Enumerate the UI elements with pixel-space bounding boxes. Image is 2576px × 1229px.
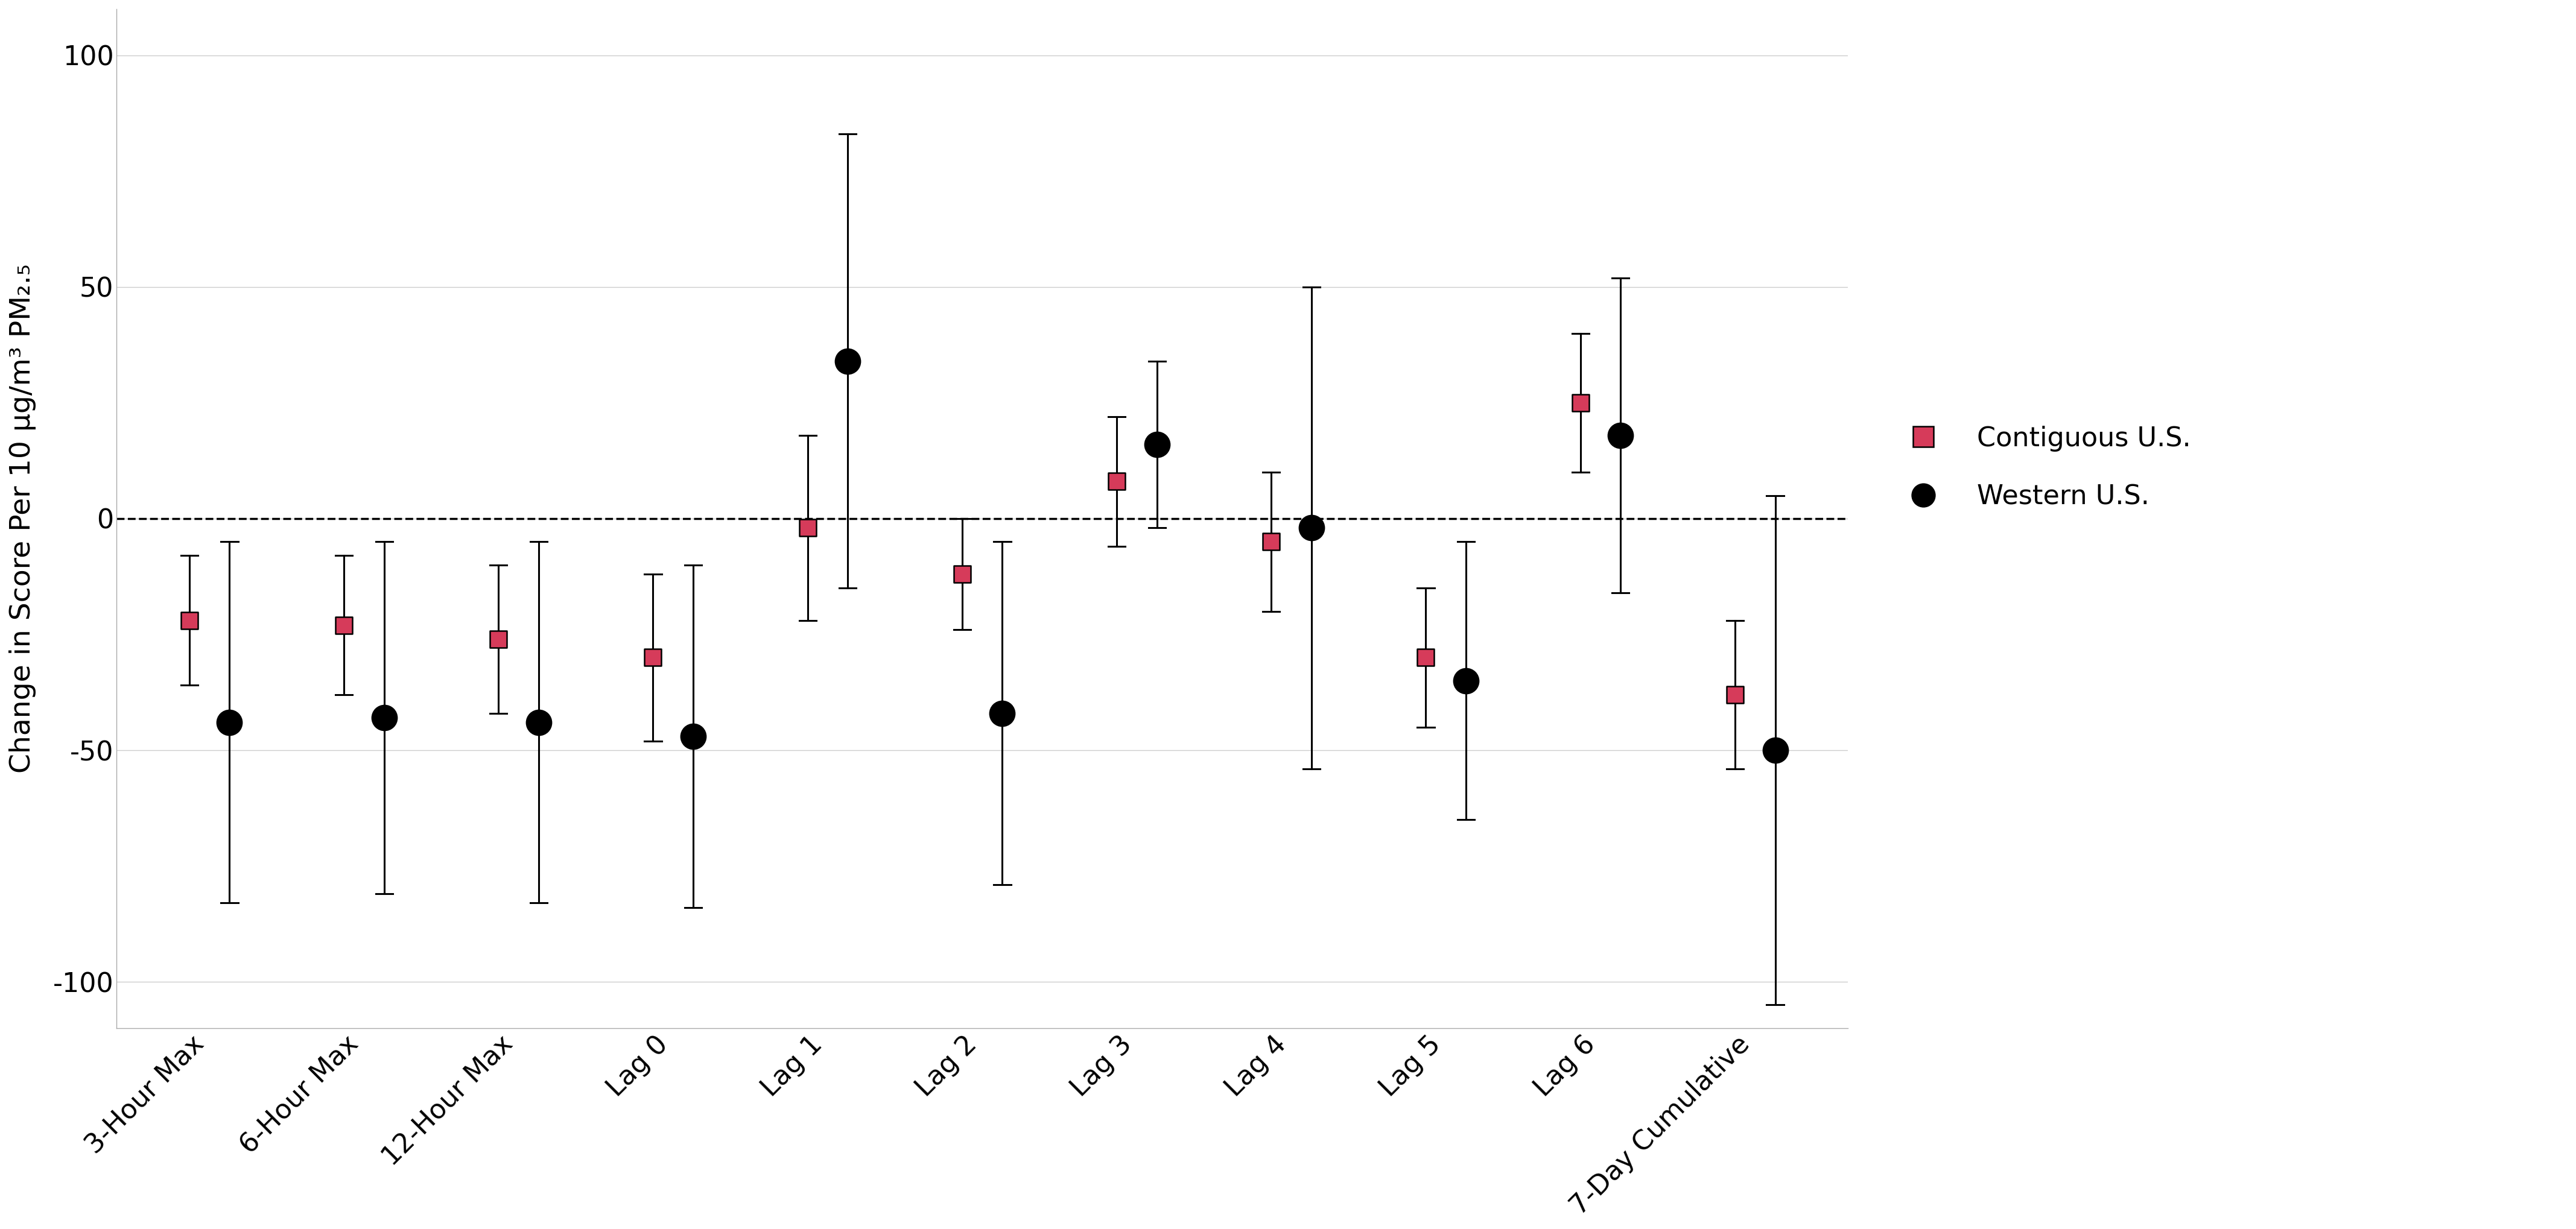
- Point: [631, 648, 672, 667]
- Y-axis label: Change in Score Per 10 μg/m³ PM₂.₅: Change in Score Per 10 μg/m³ PM₂.₅: [10, 264, 36, 773]
- Point: [477, 629, 518, 649]
- Point: [1097, 472, 1139, 492]
- Point: [1252, 532, 1293, 552]
- Point: [827, 351, 868, 371]
- Point: [1406, 648, 1448, 667]
- Point: [1561, 393, 1602, 413]
- Point: [1754, 740, 1795, 760]
- Point: [363, 708, 404, 728]
- Point: [322, 616, 363, 635]
- Point: [518, 713, 559, 732]
- Point: [1136, 435, 1177, 455]
- Point: [1716, 685, 1757, 704]
- Point: [1600, 425, 1641, 445]
- Legend: Contiguous U.S., Western U.S.: Contiguous U.S., Western U.S.: [1870, 399, 2218, 536]
- Point: [209, 713, 250, 732]
- Point: [981, 703, 1023, 723]
- Point: [167, 611, 209, 630]
- Point: [1445, 671, 1486, 691]
- Point: [786, 517, 827, 537]
- Point: [943, 564, 984, 584]
- Point: [672, 726, 714, 746]
- Point: [1291, 517, 1332, 537]
